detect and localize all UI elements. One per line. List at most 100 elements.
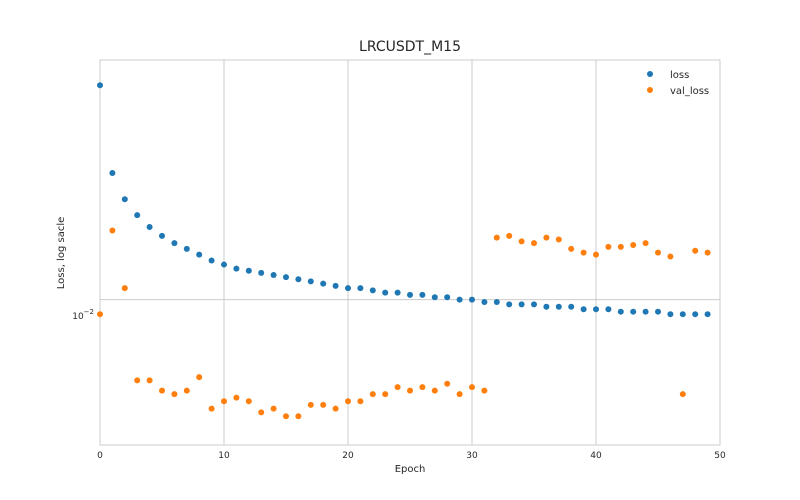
loss-point: [431, 294, 438, 301]
loss-point: [332, 282, 339, 289]
loss-point: [233, 265, 240, 272]
loss-point: [555, 303, 562, 310]
val-loss-point: [394, 384, 401, 391]
loss-point: [407, 291, 413, 298]
x-axis-label: Epoch: [395, 464, 426, 475]
loss-point: [357, 285, 364, 292]
y-tick-label-0.01: 10−2: [72, 308, 94, 322]
loss-point: [270, 271, 277, 278]
legend: loss val_loss: [647, 70, 709, 97]
series-val-loss: [97, 227, 711, 420]
val-loss-point: [382, 391, 389, 398]
loss-point: [655, 308, 661, 315]
val-loss-point: [407, 387, 413, 394]
loss-point: [506, 301, 513, 308]
loss-point: [369, 287, 376, 294]
val-loss-point: [704, 249, 711, 256]
val-loss-point: [469, 384, 475, 391]
val-loss-point: [159, 387, 165, 394]
loss-point: [493, 298, 500, 305]
loss-point: [444, 294, 451, 301]
val-loss-point: [320, 401, 327, 408]
loss-point: [593, 306, 599, 313]
loss-point: [531, 301, 537, 308]
loss-point: [679, 311, 686, 318]
val-loss-point: [97, 311, 103, 318]
x-tick-label-40: 40: [590, 451, 602, 461]
loss-point: [456, 296, 463, 303]
loss-point: [121, 196, 128, 203]
loss-point: [642, 308, 649, 315]
val-loss-point: [655, 249, 661, 256]
val-loss-point: [431, 387, 438, 394]
val-loss-point: [245, 398, 252, 405]
loss-point: [307, 278, 314, 285]
x-tick-label-30: 30: [466, 451, 478, 461]
loss-point: [630, 308, 637, 315]
val-loss-point: [444, 380, 451, 387]
val-loss-point: [543, 234, 550, 241]
loss-point: [518, 301, 525, 308]
loss-point: [196, 251, 203, 258]
val-loss-point: [630, 242, 637, 249]
loss-point: [605, 306, 612, 313]
loss-point: [580, 306, 587, 313]
val-loss-point: [518, 238, 525, 245]
val-loss-point: [146, 377, 153, 384]
plot-frame: [99, 59, 721, 446]
val-loss-point: [369, 391, 376, 398]
val-loss-point: [679, 391, 686, 398]
val-loss-point: [196, 374, 203, 381]
val-loss-point: [506, 232, 513, 239]
loss-point: [134, 212, 141, 219]
loss-point: [419, 291, 426, 298]
loss-point: [283, 274, 289, 281]
loss-point: [382, 289, 389, 296]
val-loss-point: [357, 398, 364, 405]
loss-point: [568, 303, 575, 310]
loss-point: [543, 303, 550, 310]
x-tick-label-20: 20: [342, 451, 354, 461]
val-loss-point: [121, 285, 128, 292]
loss-point: [258, 269, 265, 276]
y-axis-label: Loss, log sacle: [56, 217, 67, 289]
loss-point: [97, 82, 103, 89]
val-loss-point: [605, 243, 612, 250]
loss-point: [208, 257, 215, 264]
val-loss-point: [295, 413, 302, 420]
val-loss-point: [283, 413, 289, 420]
val-loss-point: [307, 401, 314, 408]
loss-point: [109, 169, 116, 176]
y-tick-exponent: −2: [84, 308, 94, 316]
val-loss-point: [345, 398, 351, 405]
val-loss-point: [456, 391, 463, 398]
val-loss-point: [134, 377, 141, 384]
legend-label-val-loss: val_loss: [670, 86, 709, 97]
loss-point: [171, 240, 178, 247]
val-loss-point: [642, 240, 649, 247]
val-loss-point: [171, 391, 178, 398]
series-loss: [97, 82, 711, 318]
series-layer: [97, 82, 711, 420]
loss-point: [345, 285, 351, 292]
loss-point: [295, 276, 302, 283]
x-tick-label-50: 50: [714, 451, 726, 461]
val-loss-point: [568, 245, 575, 252]
x-tick-labels: 0 10 20 30 40 50: [97, 451, 726, 461]
loss-point: [469, 296, 475, 303]
x-tick-label-0: 0: [97, 451, 103, 461]
loss-point: [183, 245, 190, 252]
loss-point: [245, 267, 252, 274]
loss-point: [617, 308, 624, 315]
legend-marker-val-loss: [647, 87, 653, 93]
val-loss-point: [208, 405, 215, 412]
legend-marker-loss: [647, 71, 653, 77]
val-loss-point: [258, 409, 265, 416]
loss-point: [320, 280, 327, 287]
val-loss-point: [419, 384, 426, 391]
val-loss-point: [183, 387, 190, 394]
val-loss-point: [493, 234, 500, 241]
loss-point: [667, 311, 674, 318]
val-loss-point: [580, 249, 587, 256]
